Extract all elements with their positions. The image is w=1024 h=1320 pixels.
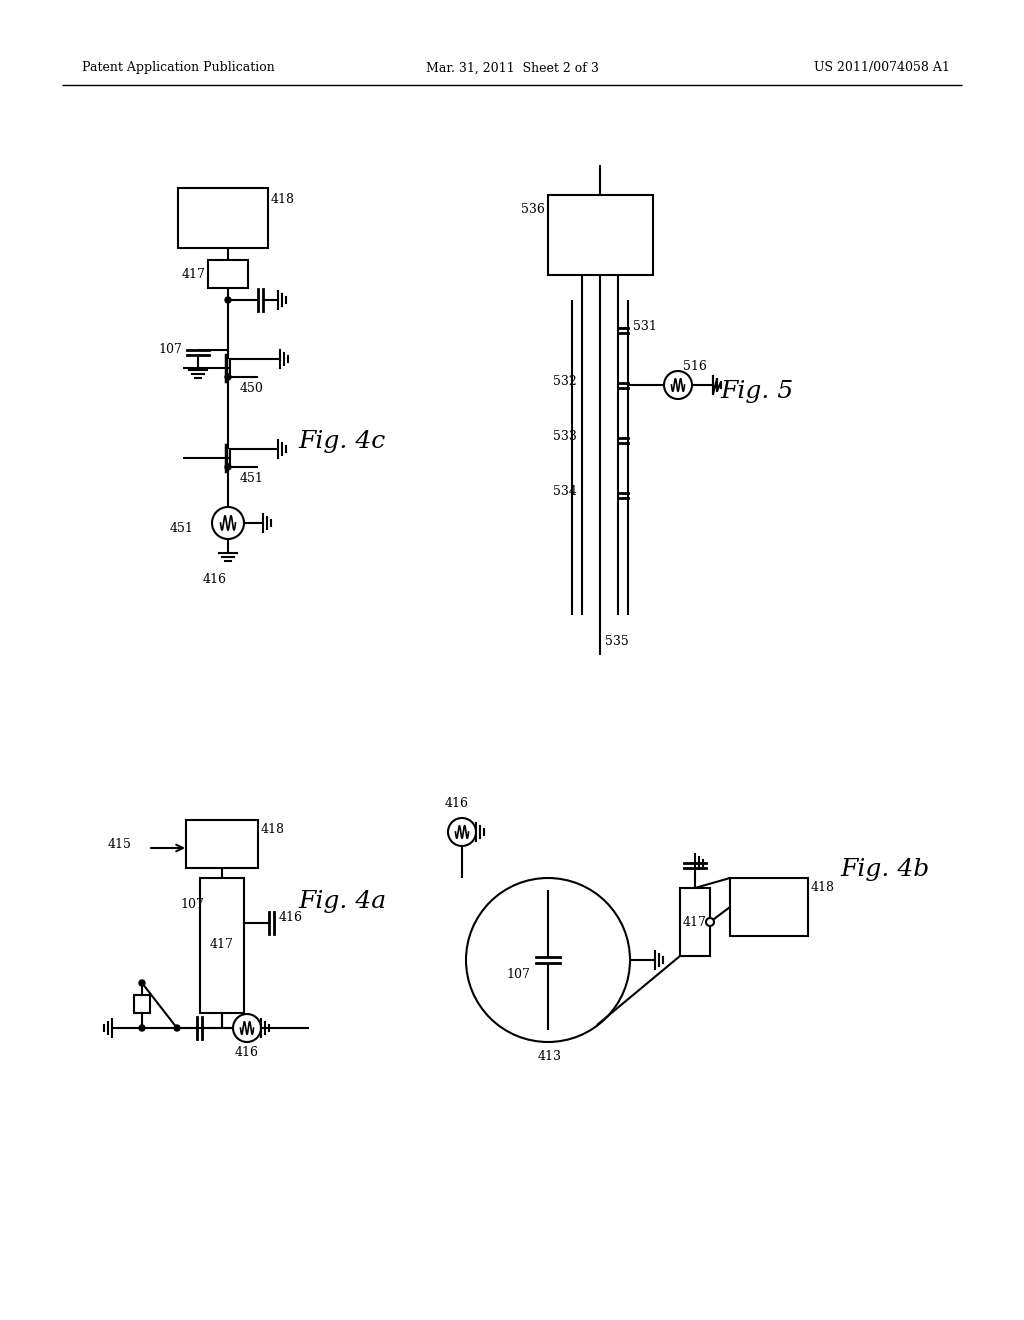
Text: 533: 533	[553, 430, 577, 444]
Circle shape	[449, 818, 476, 846]
Text: Fig. 5: Fig. 5	[720, 380, 794, 403]
Text: 417: 417	[210, 939, 233, 952]
Text: 416: 416	[203, 573, 227, 586]
Text: 451: 451	[169, 523, 193, 536]
Text: 418: 418	[271, 193, 295, 206]
Text: 535: 535	[605, 635, 629, 648]
Circle shape	[225, 374, 231, 380]
Text: 418: 418	[811, 880, 835, 894]
Text: 107: 107	[158, 343, 182, 356]
Circle shape	[233, 1014, 261, 1041]
Bar	[186, 820, 258, 869]
Circle shape	[664, 371, 692, 399]
Text: Mar. 31, 2011  Sheet 2 of 3: Mar. 31, 2011 Sheet 2 of 3	[426, 62, 598, 74]
Text: 417: 417	[683, 916, 707, 928]
Circle shape	[225, 465, 231, 470]
Bar	[208, 260, 248, 288]
Circle shape	[139, 1026, 145, 1031]
Text: 415: 415	[108, 838, 132, 851]
Bar	[178, 187, 268, 248]
Text: 418: 418	[261, 822, 285, 836]
Text: 531: 531	[633, 319, 656, 333]
Text: 413: 413	[538, 1049, 562, 1063]
Circle shape	[139, 979, 145, 986]
Text: 532: 532	[553, 375, 577, 388]
Bar	[548, 195, 653, 275]
Text: 536: 536	[521, 203, 545, 216]
Text: 107: 107	[506, 969, 530, 982]
Circle shape	[706, 917, 714, 927]
Bar	[680, 888, 710, 956]
Text: 451: 451	[240, 473, 264, 484]
Bar	[200, 878, 244, 1012]
Circle shape	[212, 507, 244, 539]
Text: 107: 107	[180, 899, 204, 912]
Text: 417: 417	[181, 268, 205, 281]
Bar	[134, 995, 150, 1012]
Text: 416: 416	[279, 911, 303, 924]
Circle shape	[225, 297, 231, 304]
Text: 416: 416	[234, 1045, 259, 1059]
Text: Patent Application Publication: Patent Application Publication	[82, 62, 274, 74]
Text: 416: 416	[445, 797, 469, 810]
Text: Fig. 4b: Fig. 4b	[840, 858, 929, 880]
Text: Fig. 4c: Fig. 4c	[298, 430, 385, 453]
Text: 534: 534	[553, 484, 577, 498]
Text: Fig. 4a: Fig. 4a	[298, 890, 386, 913]
Circle shape	[466, 878, 630, 1041]
Text: 516: 516	[683, 360, 707, 374]
Text: US 2011/0074058 A1: US 2011/0074058 A1	[814, 62, 950, 74]
Circle shape	[174, 1026, 180, 1031]
Bar	[730, 878, 808, 936]
Text: 450: 450	[240, 381, 264, 395]
